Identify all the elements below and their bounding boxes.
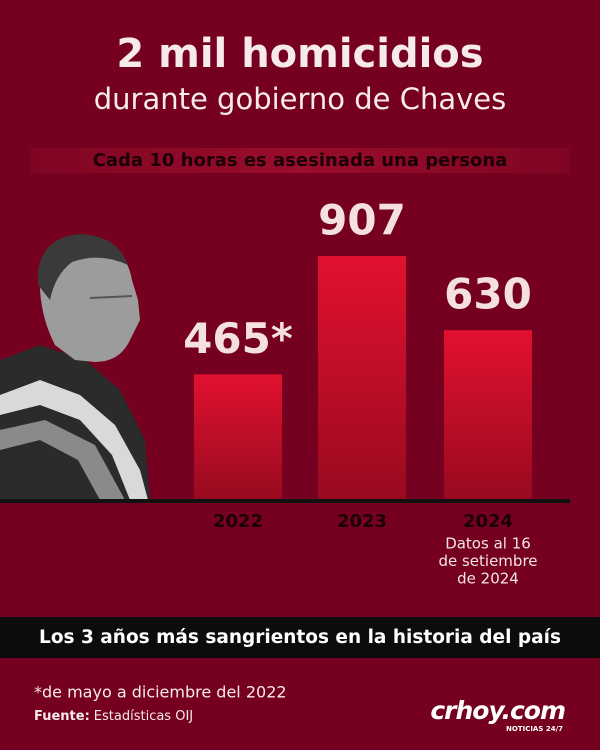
- annotation: Datos al 16: [445, 535, 531, 553]
- bar: [318, 256, 406, 499]
- annotation: de 2024: [457, 570, 519, 588]
- value-label: 907: [318, 196, 406, 245]
- source-label: Fuente:: [34, 709, 90, 724]
- value-label: 465*: [183, 314, 293, 363]
- footnote: *de mayo a diciembre del 2022: [34, 683, 287, 702]
- logo: crhoy.com: [430, 696, 565, 725]
- bar: [444, 330, 532, 499]
- x-tick-label: 2022: [213, 511, 263, 532]
- banner: Cada 10 horas es asesinada una persona: [93, 150, 508, 171]
- source: Fuente: Estadísticas OIJ: [34, 709, 193, 724]
- x-tick-label: 2023: [337, 511, 387, 532]
- bottom-banner: Los 3 años más sangrientos en la histori…: [39, 627, 561, 648]
- logo-tagline: NOTICIAS 24/7: [506, 725, 563, 733]
- x-tick-label: 2024: [463, 511, 513, 532]
- bottom-band: [0, 617, 600, 658]
- source-text: Estadísticas OIJ: [94, 709, 193, 724]
- annotation: de setiembre: [438, 552, 537, 570]
- subtitle: durante gobierno de Chaves: [94, 82, 507, 116]
- banner-band: [30, 148, 570, 173]
- value-label: 630: [444, 270, 532, 319]
- portrait: [0, 234, 150, 500]
- bar: [194, 374, 282, 499]
- title: 2 mil homicidios: [116, 31, 483, 77]
